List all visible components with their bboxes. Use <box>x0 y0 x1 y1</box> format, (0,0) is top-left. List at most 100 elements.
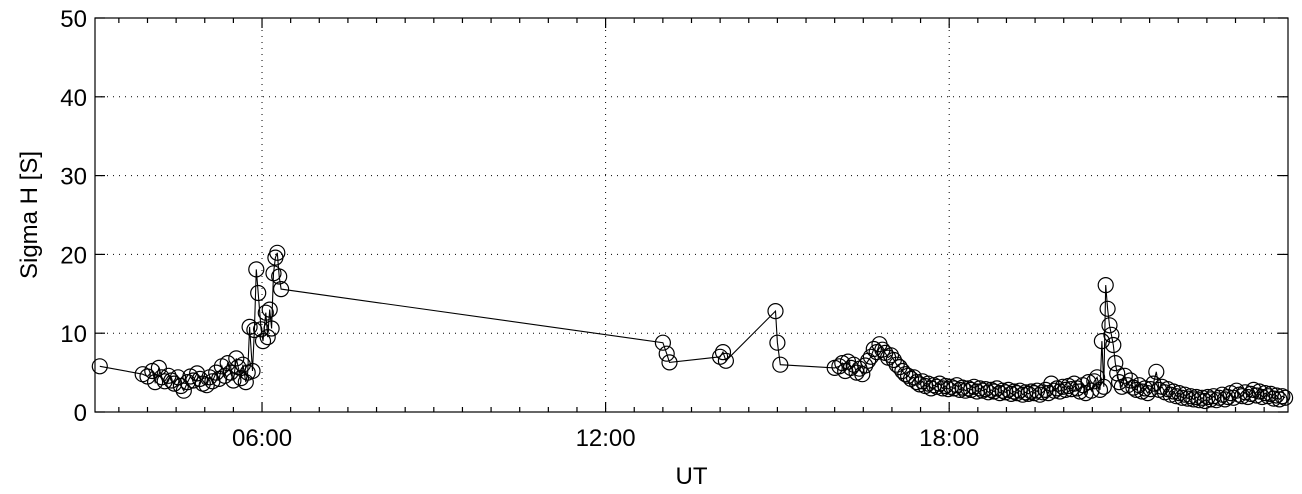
data-point <box>1145 375 1162 392</box>
data-point <box>911 376 928 393</box>
data-point <box>1173 389 1191 406</box>
data-point <box>257 304 274 321</box>
data-point <box>1179 390 1196 407</box>
data-point <box>1128 381 1145 398</box>
data-point <box>908 374 925 391</box>
data-point <box>1205 388 1222 405</box>
data-point <box>91 358 108 375</box>
y-axis-label: Sigma H [S] <box>16 151 43 279</box>
data-point <box>865 340 882 358</box>
data-point <box>928 378 945 395</box>
data-point <box>1051 383 1069 400</box>
data-point <box>1242 385 1259 402</box>
data-point <box>271 268 288 285</box>
data-point <box>1265 390 1282 407</box>
data-series <box>91 244 1294 410</box>
data-point <box>1208 392 1225 409</box>
data-point <box>772 356 789 373</box>
data-point <box>1095 378 1112 395</box>
data-point <box>1211 389 1228 406</box>
data-point <box>769 334 786 351</box>
x-tick-label: 12:00 <box>576 425 636 452</box>
y-tick-labels: 0 10 20 30 40 50 <box>60 6 87 427</box>
data-point <box>1202 391 1219 408</box>
data-point <box>711 348 729 365</box>
data-point <box>1162 386 1179 403</box>
data-point <box>248 261 265 278</box>
data-point <box>1148 363 1165 380</box>
data-point <box>767 303 784 320</box>
data-point <box>874 341 891 358</box>
data-point <box>261 301 278 318</box>
data-point <box>965 378 983 395</box>
axis-ticks <box>95 17 1288 413</box>
y-tick-label: 10 <box>60 321 87 348</box>
x-axis-label: UT <box>676 463 708 490</box>
series-line <box>99 252 1286 402</box>
y-tick-label: 30 <box>60 164 87 191</box>
data-point <box>1216 391 1234 408</box>
data-point <box>175 382 192 399</box>
data-point <box>888 356 905 373</box>
data-point <box>945 380 963 397</box>
data-point <box>1105 336 1122 354</box>
data-point <box>1139 385 1156 402</box>
data-point <box>150 359 167 376</box>
data-point <box>273 281 290 298</box>
data-point <box>1083 382 1100 399</box>
data-point <box>259 329 276 346</box>
data-point <box>1276 389 1294 406</box>
plot-frame <box>94 17 1289 413</box>
data-point <box>263 320 280 337</box>
data-point <box>1271 391 1288 408</box>
x-tick-label: 06:00 <box>232 425 292 452</box>
data-point <box>1046 382 1063 399</box>
data-point <box>1086 373 1103 390</box>
data-point <box>250 284 267 302</box>
x-tick-labels: 06:00 12:00 18:00 <box>232 425 979 452</box>
data-point <box>1101 317 1118 334</box>
data-point <box>1091 381 1109 398</box>
data-point <box>897 366 914 383</box>
data-point <box>241 318 258 335</box>
data-point <box>1133 383 1151 400</box>
data-point <box>834 355 851 372</box>
data-point <box>854 366 871 383</box>
data-point <box>717 352 735 369</box>
data-point <box>658 345 675 362</box>
y-tick-label: 0 <box>74 400 87 427</box>
data-point <box>246 321 263 339</box>
data-point <box>1025 385 1043 402</box>
data-point <box>244 362 261 380</box>
data-point <box>654 334 672 351</box>
data-point <box>1171 385 1188 402</box>
data-point <box>1219 388 1237 406</box>
data-point <box>1236 384 1254 401</box>
data-point <box>1256 385 1274 402</box>
y-tick-label: 40 <box>60 85 87 112</box>
data-point <box>1176 386 1194 403</box>
data-point <box>1093 333 1111 350</box>
data-point <box>1268 387 1285 404</box>
data-point <box>1107 355 1124 372</box>
data-point <box>169 369 187 386</box>
data-point <box>899 367 917 384</box>
data-point <box>191 370 209 387</box>
data-point <box>1028 382 1046 399</box>
data-point <box>269 244 286 261</box>
data-point <box>1080 374 1097 391</box>
data-point <box>1116 367 1133 384</box>
data-point <box>857 357 874 374</box>
data-point <box>1097 277 1114 294</box>
data-point <box>228 350 245 367</box>
y-tick-label: 50 <box>60 6 87 33</box>
x-tick-label: 18:00 <box>919 425 979 452</box>
data-point <box>920 375 937 392</box>
y-tick-label: 20 <box>60 242 87 269</box>
data-point <box>1110 374 1128 391</box>
data-point <box>661 354 678 371</box>
data-point <box>1103 326 1120 343</box>
data-point <box>1168 388 1185 405</box>
data-point <box>1165 383 1182 400</box>
